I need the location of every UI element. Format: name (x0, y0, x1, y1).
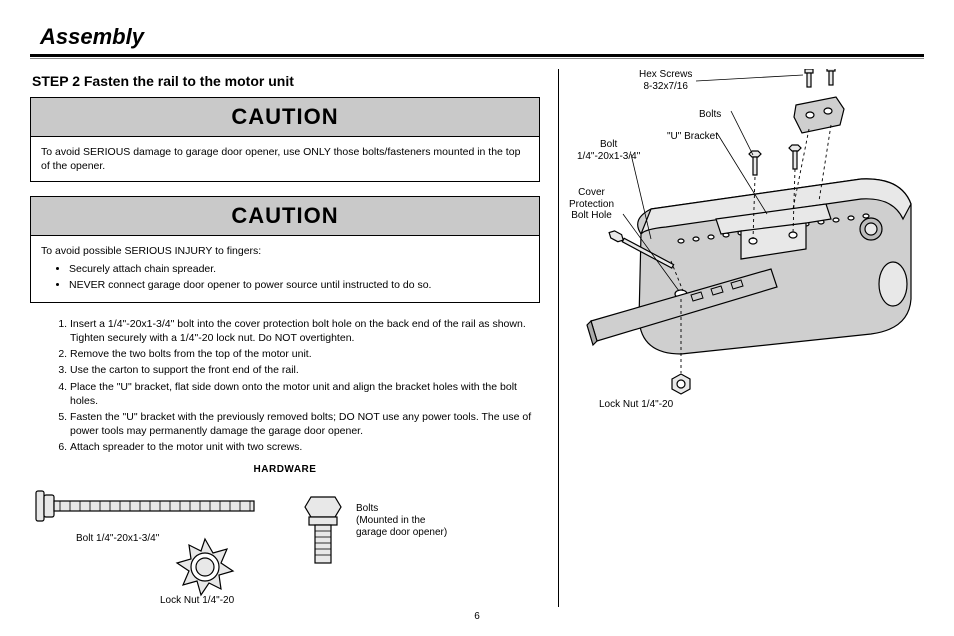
step-title: STEP 2 Fasten the rail to the motor unit (32, 73, 540, 89)
page: Assembly STEP 2 Fasten the rail to the m… (0, 0, 954, 636)
hardware-label: HARDWARE (30, 464, 540, 475)
instruction-item: Insert a 1/4"-20x1-3/4" bolt into the co… (70, 317, 536, 345)
instructions: Insert a 1/4"-20x1-3/4" bolt into the co… (30, 317, 540, 455)
callout-bolt-long: Bolt 1/4"-20x1-3/4" (577, 139, 640, 162)
caution-2-bullet: Securely attach chain spreader. (69, 262, 529, 276)
instruction-item: Attach spreader to the motor unit with t… (70, 440, 536, 454)
page-number: 6 (0, 611, 954, 622)
hardware-area: Bolt 1/4"-20x1-3/4" Lock Nut 1/4"-20 Bol… (30, 477, 540, 607)
caution-body-2: To avoid possible SERIOUS INJURY to fing… (31, 236, 539, 302)
hw-bolts-l1: Bolts (356, 503, 378, 514)
callout-cover-l1: Cover (578, 187, 605, 198)
left-column: STEP 2 Fasten the rail to the motor unit… (30, 69, 558, 607)
rule-thin (30, 58, 924, 59)
callout-bolt-l1: Bolt (600, 139, 617, 150)
caution-body-1: To avoid SERIOUS damage to garage door o… (31, 137, 539, 181)
caution-2-intro: To avoid possible SERIOUS INJURY to fing… (41, 245, 261, 257)
caution-2-list: Securely attach chain spreader. NEVER co… (69, 262, 529, 292)
callout-hex-screws: Hex Screws 8-32x7/16 (639, 69, 692, 92)
callout-hex-l2: 8-32x7/16 (643, 81, 687, 92)
motor-unit-diagram (571, 69, 931, 429)
section-title: Assembly (30, 24, 924, 50)
callout-cover-l3: Bolt Hole (571, 210, 612, 221)
callout-locknut: Lock Nut 1/4"-20 (599, 399, 673, 411)
caution-box-2: CAUTION To avoid possible SERIOUS INJURY… (30, 196, 540, 303)
instruction-item: Fasten the "U" bracket with the previous… (70, 410, 536, 438)
callout-bolts: Bolts (699, 109, 721, 121)
instructions-list: Insert a 1/4"-20x1-3/4" bolt into the co… (52, 317, 536, 455)
caution-2-bullet: NEVER connect garage door opener to powe… (69, 278, 529, 292)
callout-cover-l2: Protection (569, 199, 614, 210)
caution-header-1: CAUTION (31, 98, 539, 137)
caution-header-2: CAUTION (31, 197, 539, 236)
callout-hex-l1: Hex Screws (639, 69, 692, 80)
instruction-item: Use the carton to support the front end … (70, 363, 536, 377)
instruction-item: Place the "U" bracket, flat side down on… (70, 380, 536, 408)
callout-cover: Cover Protection Bolt Hole (569, 187, 614, 222)
rule-thick (30, 54, 924, 57)
hw-locknut-caption: Lock Nut 1/4"-20 (160, 595, 234, 607)
callout-bolt-l2: 1/4"-20x1-3/4" (577, 151, 640, 162)
instruction-item: Remove the two bolts from the top of the… (70, 347, 536, 361)
hw-bolts-caption: Bolts (Mounted in the garage door opener… (356, 503, 447, 539)
columns: STEP 2 Fasten the rail to the motor unit… (30, 69, 924, 607)
hw-bolts-l2: (Mounted in the (356, 515, 426, 526)
hw-bolt-long-caption: Bolt 1/4"-20x1-3/4" (76, 533, 159, 545)
right-column: Hex Screws 8-32x7/16 Bolts "U" Bracket B… (558, 69, 931, 607)
caution-box-1: CAUTION To avoid SERIOUS damage to garag… (30, 97, 540, 182)
hw-bolts-l3: garage door opener) (356, 527, 447, 538)
callout-u-bracket: "U" Bracket (667, 131, 718, 143)
